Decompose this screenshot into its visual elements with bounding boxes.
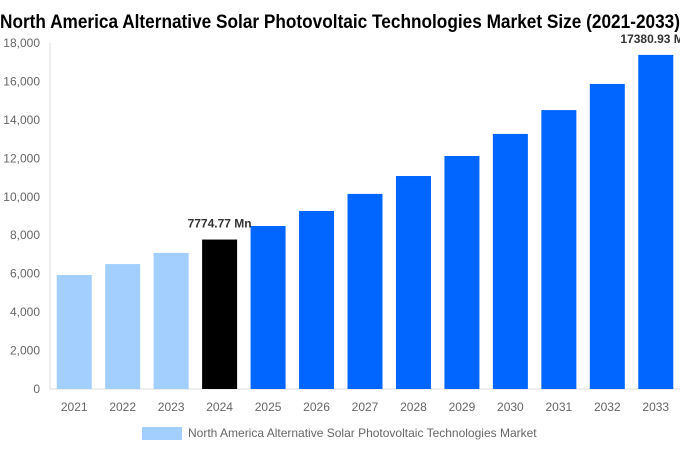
y-tick-label: 12,000 [3, 151, 40, 165]
y-tick-label: 10,000 [3, 190, 40, 204]
x-tick-label: 2021 [61, 400, 88, 414]
x-tick-label: 2029 [449, 400, 476, 414]
bar-2028[interactable] [395, 176, 431, 389]
y-tick-label: 16,000 [3, 74, 40, 88]
chart-title: North America Alternative Solar Photovol… [0, 12, 680, 33]
legend-swatch [142, 427, 182, 440]
bar-2032[interactable] [589, 83, 625, 390]
data-label-2033: 17380.93 Mn [620, 32, 680, 46]
bars [56, 54, 674, 390]
x-tick-label: 2031 [545, 400, 572, 414]
y-tick-label: 6,000 [10, 267, 40, 281]
x-axis: 2021 2022 2023 2024 2025 2026 2027 2028 2029 2030… [61, 400, 670, 414]
x-tick-label: 2033 [642, 400, 669, 414]
x-tick-label: 2023 [158, 400, 185, 414]
bar-2025[interactable] [250, 225, 286, 389]
y-tick-label: 18,000 [3, 36, 40, 50]
x-tick-label: 2032 [594, 400, 621, 414]
x-tick-label: 2027 [352, 400, 379, 414]
x-tick-label: 2026 [303, 400, 330, 414]
bar-2027[interactable] [347, 193, 383, 389]
y-tick-label: 14,000 [3, 113, 40, 127]
bar-2030[interactable] [492, 133, 528, 389]
data-labels: 7774.77 Mn 17380.93 Mn [188, 32, 680, 231]
legend[interactable]: North America Alternative Solar Photovol… [142, 426, 537, 440]
bar-2029[interactable] [444, 156, 480, 389]
bar-2022[interactable] [105, 264, 141, 389]
x-tick-label: 2024 [206, 400, 233, 414]
y-tick-label: 8,000 [10, 228, 40, 242]
bar-2033[interactable] [638, 54, 674, 389]
y-axis: 0 2,000 4,000 6,000 8,000 10,000 12,000 14,000 1… [3, 36, 680, 396]
bar-2021[interactable] [56, 275, 92, 389]
bar-2031[interactable] [541, 110, 577, 389]
bar-2023[interactable] [153, 252, 189, 389]
bar-2024[interactable] [202, 239, 238, 389]
y-tick-label: 0 [33, 382, 40, 396]
x-tick-label: 2025 [255, 400, 282, 414]
x-tick-label: 2028 [400, 400, 427, 414]
x-tick-label: 2030 [497, 400, 524, 414]
bar-2026[interactable] [299, 211, 335, 389]
data-label-2024: 7774.77 Mn [188, 217, 252, 231]
y-tick-label: 4,000 [10, 305, 40, 319]
y-tick-label: 2,000 [10, 344, 40, 358]
legend-label: North America Alternative Solar Photovol… [188, 426, 537, 440]
x-tick-label: 2022 [109, 400, 136, 414]
